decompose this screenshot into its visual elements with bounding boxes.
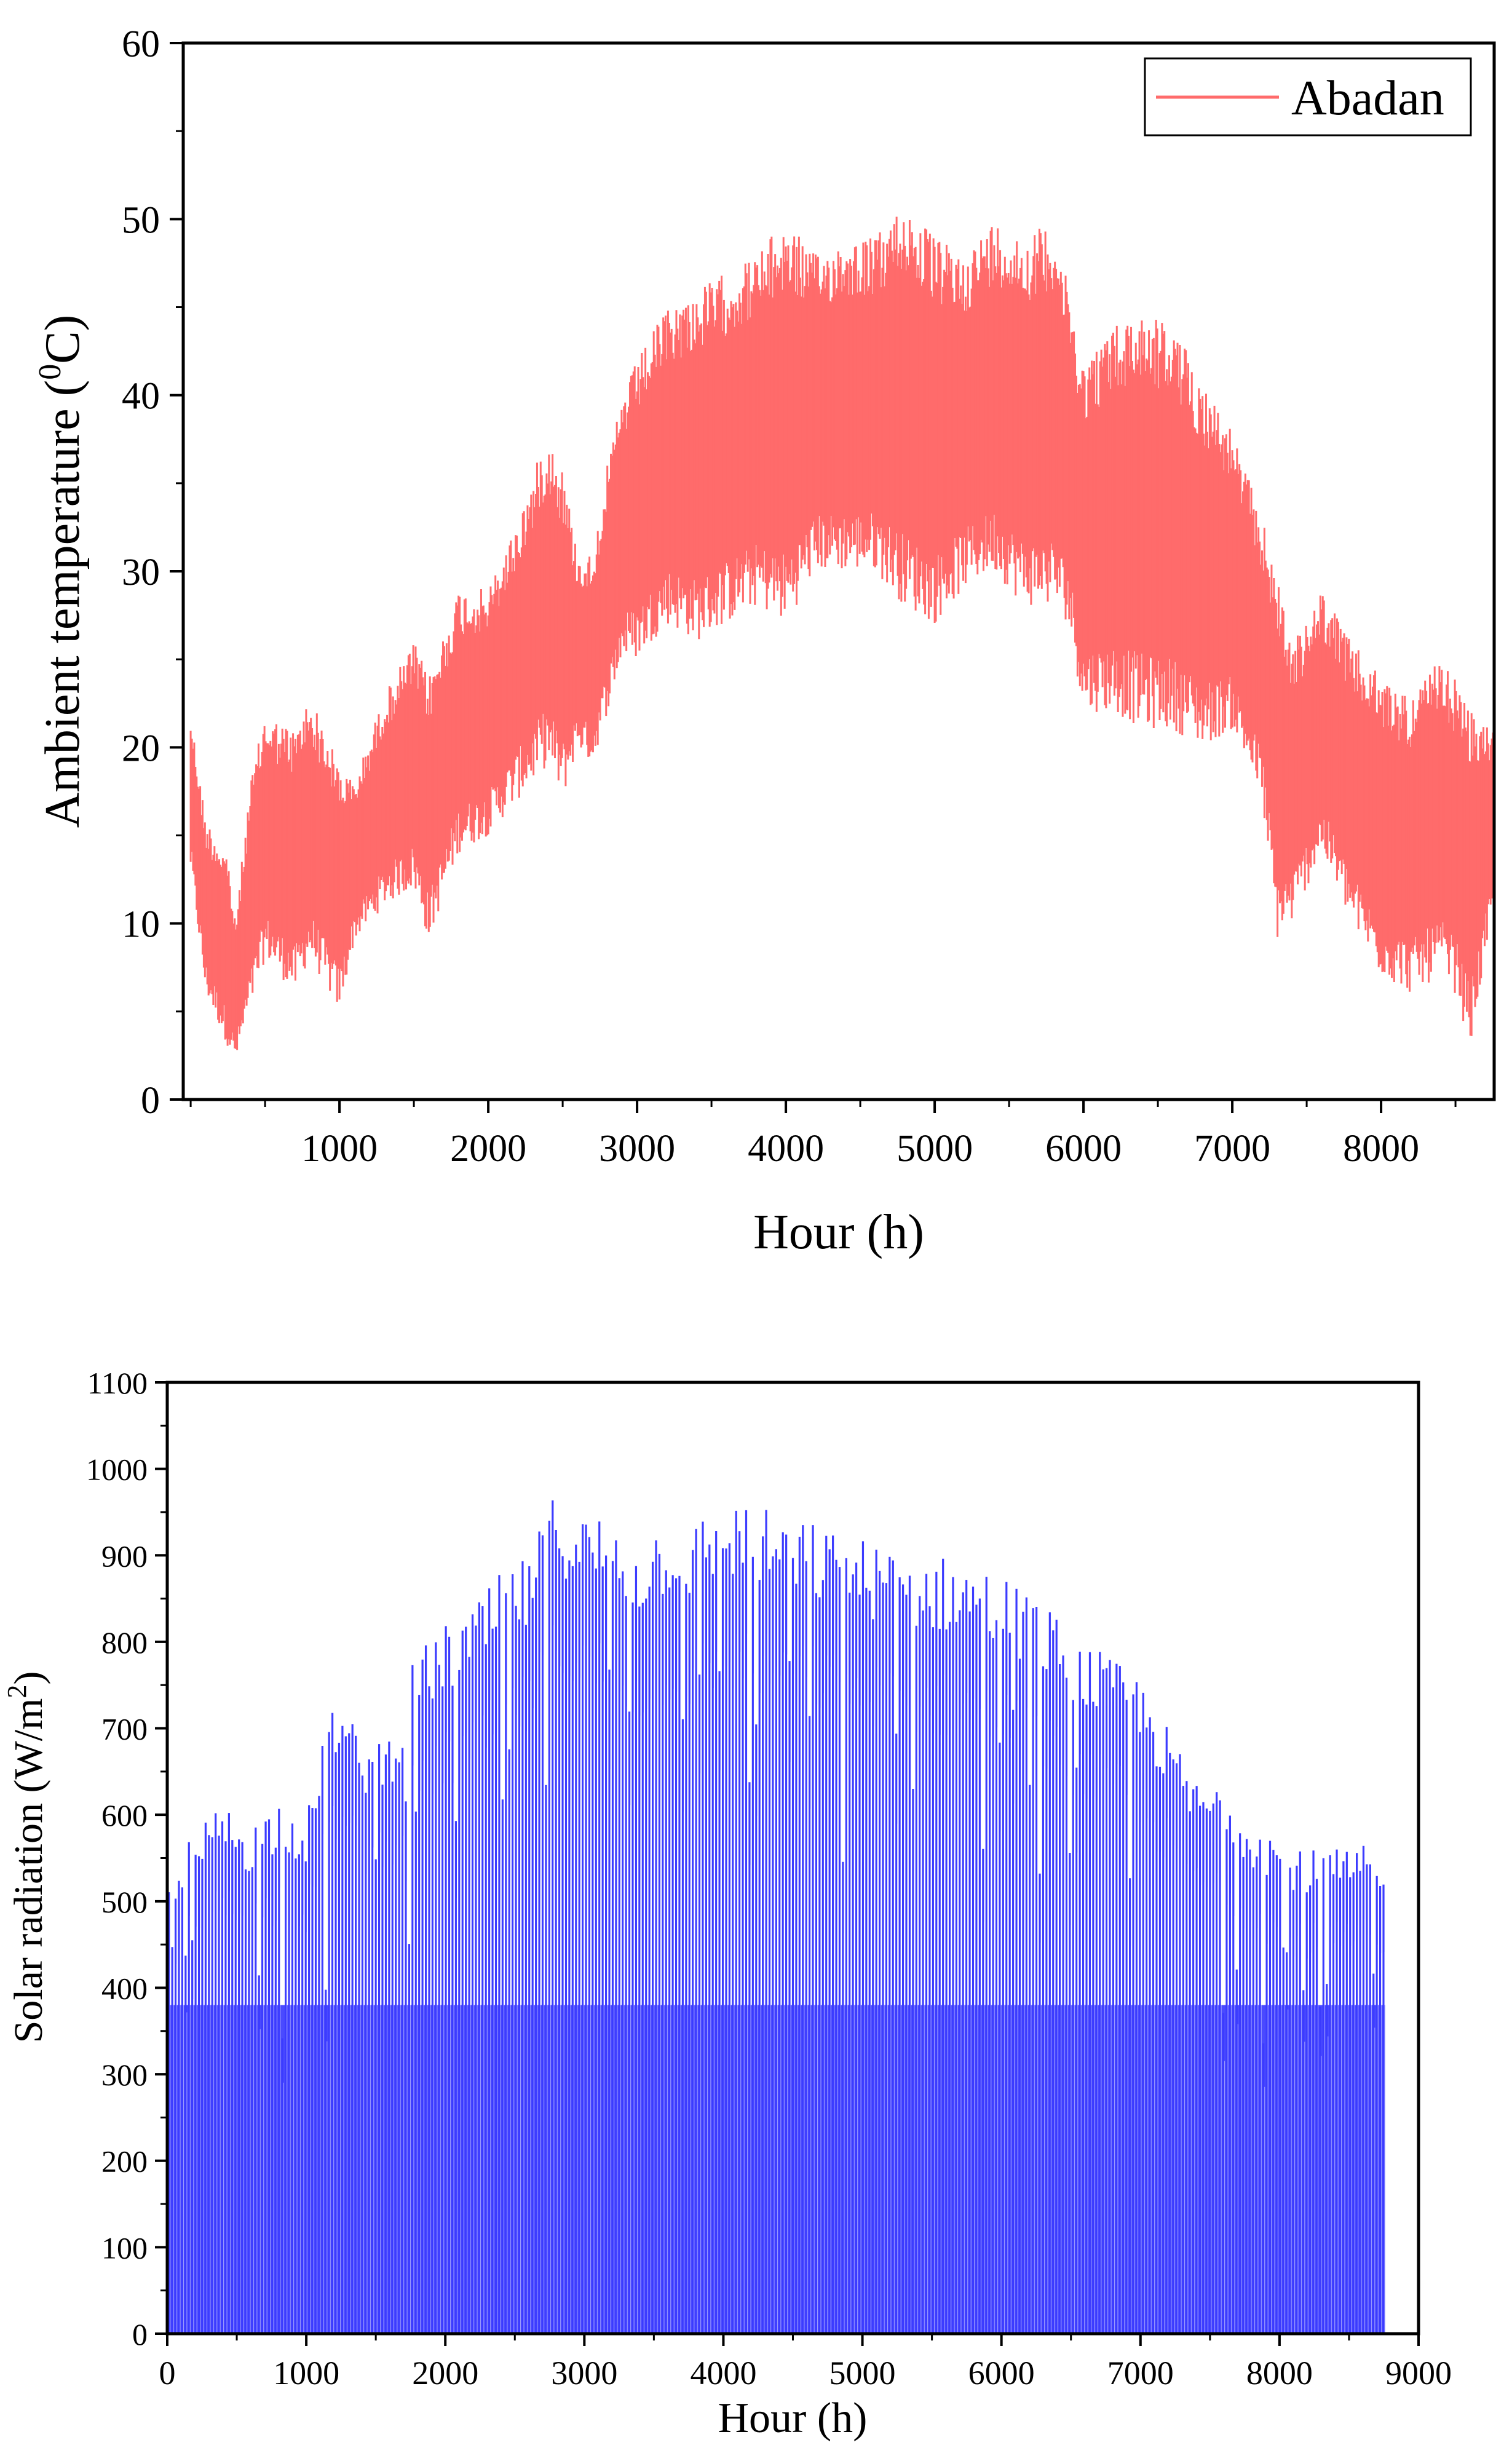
- x-tick-label: 2000: [450, 1128, 526, 1170]
- legend: Abadan: [1144, 57, 1472, 137]
- y-tick-label: 60: [122, 23, 160, 65]
- y-tick-label: 700: [101, 1712, 148, 1746]
- y-tick-label: 0: [141, 1080, 160, 1122]
- y-tick-label: 10: [122, 904, 160, 946]
- y-tick-label: 900: [101, 1539, 148, 1573]
- x-tick-label: 1000: [273, 2355, 339, 2392]
- x-tick-label: 4000: [690, 2355, 756, 2392]
- x-tick-label: 0: [159, 2355, 176, 2392]
- y-tick-label: 1000: [86, 1452, 148, 1487]
- y-tick-label: 300: [101, 2058, 148, 2092]
- y-tick-label: 30: [122, 552, 160, 593]
- y-tick-label: 50: [122, 199, 160, 241]
- x-tick-label: 5000: [897, 1128, 973, 1170]
- x-tick-label: 4000: [748, 1128, 824, 1170]
- y-tick-label: 20: [122, 727, 160, 769]
- y-tick-label: 800: [101, 1625, 148, 1660]
- radiation-series-marks: [167, 1500, 1385, 2334]
- y-axis-label: Solar radiation (W/m2): [2, 1671, 51, 2043]
- y-tick-label: 200: [101, 2144, 148, 2179]
- x-tick-label: 6000: [968, 2355, 1035, 2392]
- x-axis-label: Hour (h): [753, 1205, 924, 1259]
- y-tick-label: 500: [101, 1885, 148, 1919]
- x-tick-label: 9000: [1385, 2355, 1452, 2392]
- temperature-series-marks: [189, 216, 1495, 1050]
- plot-frame: [181, 41, 1496, 1101]
- y-tick-label: 1100: [87, 1366, 148, 1400]
- y-tick-label: 0: [132, 2317, 148, 2352]
- x-tick-label: 7000: [1194, 1128, 1270, 1170]
- x-axis-label: Hour (h): [718, 2395, 868, 2442]
- x-axis-ticks: 1000 2000 3000 4000 5000 6000 7000 8000: [189, 1100, 1457, 1170]
- y-axis-ticks: 0 10 20 30 40 50 60: [122, 23, 183, 1122]
- x-tick-label: 7000: [1107, 2355, 1174, 2392]
- y-tick-label: 600: [101, 1798, 148, 1833]
- ambient-temperature-chart: 1000 2000 3000 4000 5000 6000 7000 8000 0 10 20 30…: [33, 23, 1496, 1259]
- x-tick-label: 3000: [599, 1128, 675, 1170]
- legend-label: Abadan: [1291, 71, 1444, 125]
- x-tick-label: 2000: [412, 2355, 478, 2392]
- x-tick-label: 3000: [551, 2355, 617, 2392]
- x-tick-label: 8000: [1343, 1128, 1419, 1170]
- x-tick-label: 6000: [1045, 1128, 1122, 1170]
- solar-radiation-chart: 0 1000 2000 3000 4000 5000 6000 7000 8000 9000 0 1…: [2, 1366, 1452, 2442]
- y-tick-label: 400: [101, 1971, 148, 2005]
- y-tick-label: 40: [122, 376, 160, 418]
- x-axis-ticks: 0 1000 2000 3000 4000 5000 6000 7000 8000 9000: [159, 2334, 1452, 2392]
- x-tick-label: 5000: [829, 2355, 896, 2392]
- x-tick-label: 1000: [301, 1128, 378, 1170]
- y-axis-ticks: 0 100 200 300 400 500 600 700 800 900 1000 1100: [86, 1366, 167, 2352]
- y-axis-label: Ambient temperature (0C): [33, 315, 90, 828]
- x-tick-label: 8000: [1246, 2355, 1313, 2392]
- y-tick-label: 100: [101, 2230, 148, 2265]
